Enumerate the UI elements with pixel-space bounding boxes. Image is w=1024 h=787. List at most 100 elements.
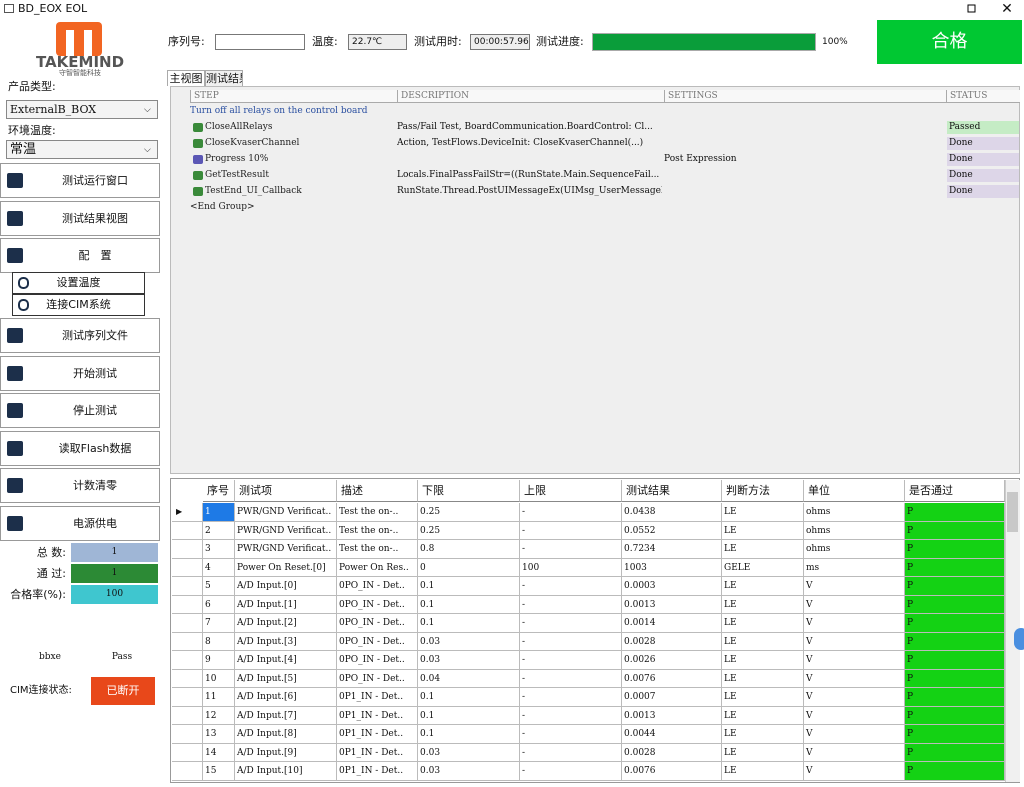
- results-cell: P: [905, 762, 1005, 781]
- results-cell: 0.03: [418, 651, 520, 670]
- results-cell: V: [804, 651, 905, 670]
- results-cell: 0PO_IN - Det..: [337, 669, 418, 688]
- side-handle[interactable]: [1014, 628, 1024, 650]
- results-cell: 0.03: [418, 743, 520, 762]
- tab[interactable]: 测试结果: [205, 70, 243, 86]
- results-cell: 0.7234: [622, 540, 722, 559]
- sequence-panel: [170, 86, 1020, 474]
- results-cell: 8: [203, 632, 235, 651]
- results-cell: 1003: [622, 558, 722, 577]
- nav-button[interactable]: 测试结果视图: [0, 200, 160, 236]
- scroll-thumb[interactable]: [1007, 492, 1018, 532]
- label: 测试用时:: [414, 35, 462, 48]
- results-cell: A/D Input.[9]: [235, 743, 337, 762]
- results-cell: P: [905, 503, 1005, 522]
- results-cell: 0P1_IN - Det..: [337, 743, 418, 762]
- results-cell: P: [905, 706, 1005, 725]
- progress-label: 100%: [822, 37, 848, 47]
- label: 温度:: [312, 35, 338, 48]
- results-cell: LE: [722, 688, 804, 707]
- results-cell: LE: [722, 651, 804, 670]
- results-cell: -: [520, 503, 622, 522]
- label: 环境温度:: [8, 124, 56, 137]
- sequence-step: GetTestResult: [205, 170, 270, 180]
- row-header: [172, 540, 203, 559]
- results-cell: A/D Input.[0]: [235, 577, 337, 596]
- row-header: [172, 669, 203, 688]
- cim-status[interactable]: 已断开: [91, 677, 155, 705]
- row-header: [172, 558, 203, 577]
- env-select[interactable]: 常温: [6, 140, 158, 159]
- scrollbar[interactable]: [1005, 480, 1020, 782]
- nav-icon: [7, 173, 23, 188]
- label: CIM连接状态:: [10, 685, 72, 696]
- results-cell: 6: [203, 595, 235, 614]
- results-cell: Test the on-..: [337, 540, 418, 559]
- results-cell: 0PO_IN - Det..: [337, 651, 418, 670]
- results-cell: V: [804, 577, 905, 596]
- results-cell: 0.0003: [622, 577, 722, 596]
- config-item[interactable]: 连接CIM系统: [12, 294, 145, 316]
- restore-button[interactable]: [962, 0, 982, 18]
- results-cell: P: [905, 577, 1005, 596]
- results-cell: 0PO_IN - Det..: [337, 632, 418, 651]
- results-cell: LE: [722, 614, 804, 633]
- row-header: [172, 762, 203, 781]
- nav-icon: [7, 365, 23, 381]
- nav-button[interactable]: 开始测试: [0, 355, 160, 391]
- nav-button[interactable]: 读取Flash数据: [0, 430, 160, 466]
- product-select[interactable]: ExternalB_BOX: [6, 100, 158, 119]
- results-cell: 12: [203, 706, 235, 725]
- logo-brand: TAKEMIND: [35, 53, 125, 69]
- results-cell: P: [905, 725, 1005, 744]
- sequence-header: STEP: [190, 90, 397, 103]
- nav-button[interactable]: 电源供电: [0, 505, 160, 541]
- results-cell: -: [520, 521, 622, 540]
- nav-button[interactable]: 停止测试: [0, 393, 160, 428]
- nav-button[interactable]: 计数清零: [0, 468, 160, 503]
- results-cell: V: [804, 688, 905, 707]
- results-cell: 5: [203, 577, 235, 596]
- dropdown-arrow: ⌵: [144, 105, 151, 115]
- results-header: 测试项: [235, 480, 337, 502]
- results-cell: -: [520, 725, 622, 744]
- results-cell: P: [905, 669, 1005, 688]
- nav-button[interactable]: 配 置: [0, 238, 160, 273]
- results-cell: 1: [203, 503, 235, 522]
- logo-subtitle: 守智智能科技: [59, 69, 101, 77]
- results-cell: LE: [722, 725, 804, 744]
- sequence-step: CloseKvaserChannel: [205, 138, 300, 148]
- results-header: 测试结果: [622, 480, 722, 502]
- nav-icon: [7, 403, 23, 418]
- config-item[interactable]: 设置温度: [12, 272, 145, 294]
- counter-value: 1: [71, 543, 158, 562]
- tab[interactable]: 主视图: [167, 70, 205, 86]
- results-cell: PWR/GND Verificat..: [235, 521, 337, 540]
- results-cell: ohms: [804, 540, 905, 559]
- counter-label: 总 数:: [36, 546, 66, 559]
- sequence-description: RunState.Thread.PostUIMessageEx(UIMsg_Us…: [397, 186, 662, 196]
- results-cell: -: [520, 632, 622, 651]
- sequence-description: Action, TestFlows.DeviceInit: CloseKvase…: [397, 138, 644, 148]
- results-cell: Test the on-..: [337, 521, 418, 540]
- results-header: 上限: [520, 480, 622, 502]
- logo-mark: [56, 22, 102, 56]
- sequence-header: STATUS: [946, 90, 1020, 103]
- results-cell: 7: [203, 614, 235, 633]
- nav-button[interactable]: 测试运行窗口: [0, 163, 160, 198]
- sequence-description: Locals.FinalPassFailStr=((RunState.Main.…: [397, 170, 660, 180]
- row-header: [172, 725, 203, 744]
- nav-button[interactable]: 测试序列文件: [0, 318, 160, 353]
- results-cell: P: [905, 743, 1005, 762]
- results-cell: 0.1: [418, 577, 520, 596]
- test-result: Pass: [111, 652, 133, 662]
- serial-input[interactable]: [215, 34, 305, 50]
- close-button[interactable]: ✕: [1001, 1, 1013, 17]
- row-header: [172, 688, 203, 707]
- results-cell: V: [804, 669, 905, 688]
- row-header: [172, 577, 203, 596]
- results-cell: 0.1: [418, 595, 520, 614]
- results-table: [170, 478, 1020, 783]
- step-icon: [193, 171, 203, 180]
- results-cell: 0P1_IN - Det..: [337, 762, 418, 781]
